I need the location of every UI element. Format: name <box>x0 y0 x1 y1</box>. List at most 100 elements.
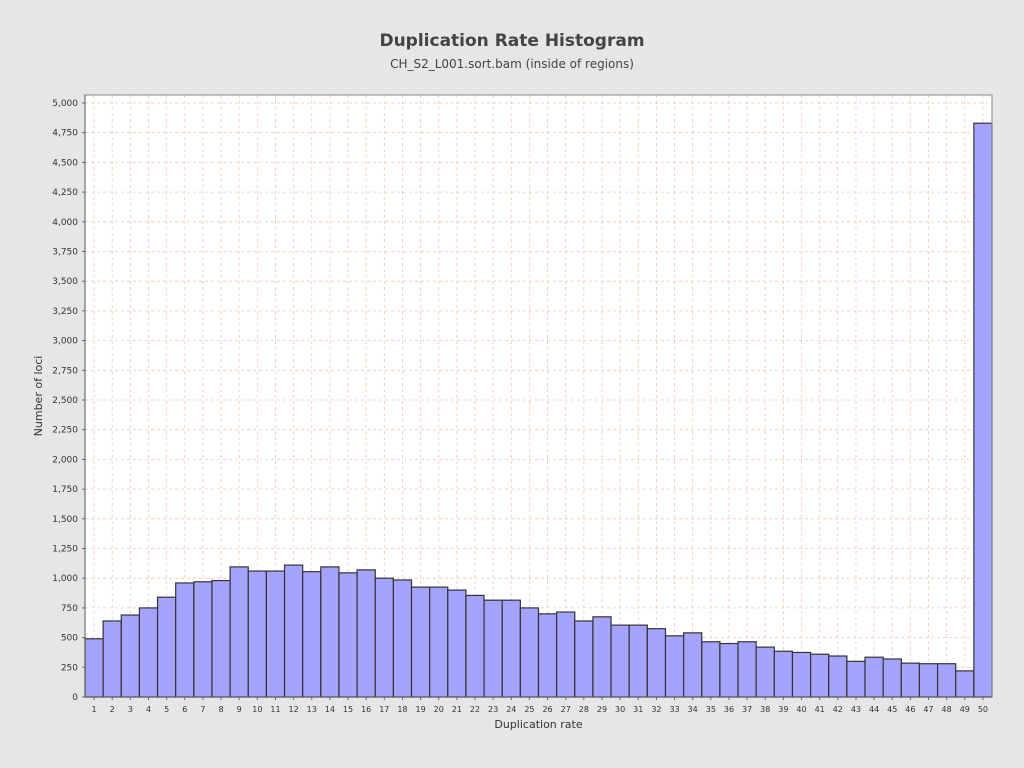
bar <box>900 662 921 698</box>
x-tick-label: 36 <box>724 705 734 714</box>
y-tick-label: 3,750 <box>52 248 78 258</box>
x-tick-label: 35 <box>706 705 716 714</box>
x-tick-label: 16 <box>361 705 371 714</box>
x-tick-label: 12 <box>289 705 299 714</box>
bar <box>429 586 449 698</box>
x-tick-label: 39 <box>778 705 788 714</box>
y-tick-label: 500 <box>61 634 78 644</box>
bar <box>537 613 558 698</box>
x-tick-label: 47 <box>923 705 933 714</box>
bar <box>374 577 394 698</box>
y-tick-label: 1,750 <box>52 485 78 495</box>
y-tick-label: 750 <box>61 604 78 614</box>
y-tick-label: 1,500 <box>52 515 78 525</box>
x-tick-label: 48 <box>942 705 952 714</box>
y-tick-label: 2,750 <box>52 366 78 376</box>
bar <box>973 122 993 698</box>
y-tick-label: 3,000 <box>52 337 78 347</box>
bar <box>501 599 521 698</box>
bar <box>265 570 286 698</box>
bar <box>683 632 703 698</box>
x-tick-label: 50 <box>978 705 988 714</box>
bar <box>955 670 975 698</box>
bar <box>809 653 830 698</box>
bar <box>356 569 376 698</box>
x-tick-label: 15 <box>343 705 353 714</box>
y-tick-label: 3,250 <box>52 307 78 317</box>
bar <box>592 616 612 698</box>
bar <box>302 571 322 698</box>
x-tick-label: 27 <box>561 705 571 714</box>
grid-lines <box>85 95 992 697</box>
y-tick-label: 4,500 <box>52 158 78 168</box>
x-tick-label: 9 <box>237 705 242 714</box>
bar <box>320 566 340 698</box>
bar <box>84 638 104 698</box>
x-tick-label: 7 <box>200 705 205 714</box>
x-tick-label: 21 <box>452 705 462 714</box>
bar <box>882 658 902 698</box>
axes <box>84 94 993 698</box>
x-tick-label: 10 <box>252 705 262 714</box>
x-tick-label: 32 <box>651 705 661 714</box>
bar <box>247 570 267 698</box>
x-tick-label: 40 <box>796 705 806 714</box>
x-tick-label: 5 <box>164 705 169 714</box>
x-tick-label: 18 <box>397 705 407 714</box>
bar <box>664 635 685 698</box>
x-tick-label: 20 <box>434 705 444 714</box>
y-tick-label: 5,000 <box>52 99 78 109</box>
y-tick-label: 1,000 <box>52 574 78 584</box>
x-tick-label: 45 <box>887 705 897 714</box>
y-tick-label: 2,250 <box>52 426 78 436</box>
bar <box>755 646 775 698</box>
bar <box>465 594 485 698</box>
x-axis-ticks: 1 2 3 4 5 6 7 8 9 10 11 12 13 14 15 16 17 18 19 20 21 22 23 24 2… <box>92 697 988 714</box>
x-tick-label: 49 <box>960 705 970 714</box>
x-tick-label: 23 <box>488 705 498 714</box>
y-tick-label: 2,000 <box>52 455 78 465</box>
bar <box>628 624 648 698</box>
bar <box>610 624 630 698</box>
bar <box>701 641 721 698</box>
bar <box>791 651 812 698</box>
x-tick-label: 42 <box>833 705 843 714</box>
bar <box>120 614 141 698</box>
bar <box>156 596 177 698</box>
bar <box>392 579 413 698</box>
x-tick-label: 3 <box>128 705 133 714</box>
x-tick-label: 37 <box>742 705 752 714</box>
x-tick-label: 44 <box>869 705 879 714</box>
chart-title: Duplication Rate Histogram <box>379 31 645 51</box>
bar <box>193 581 213 698</box>
bar <box>864 656 884 698</box>
x-tick-label: 29 <box>597 705 607 714</box>
x-tick-label: 17 <box>379 705 389 714</box>
x-tick-label: 33 <box>669 705 679 714</box>
bar <box>447 589 467 698</box>
y-axis-label: Number of loci <box>32 356 45 437</box>
x-tick-label: 14 <box>325 705 335 714</box>
x-tick-label: 25 <box>524 705 534 714</box>
x-tick-label: 8 <box>219 705 224 714</box>
bar <box>410 586 431 698</box>
bar <box>918 663 939 698</box>
bar <box>283 564 304 698</box>
bar <box>229 566 249 698</box>
bar <box>773 650 794 698</box>
x-tick-label: 24 <box>506 705 516 714</box>
chart-subtitle: CH_S2_L001.sort.bam (inside of regions) <box>390 57 634 71</box>
x-axis-label: Duplication rate <box>494 718 582 731</box>
y-axis-ticks: 0 250 500 750 1,000 1,250 1,500 1,750 2,000 2,250… <box>52 99 85 703</box>
bar <box>574 620 594 698</box>
bar <box>175 582 195 698</box>
bar <box>483 599 503 698</box>
bar <box>719 642 739 698</box>
bars <box>84 122 993 698</box>
x-tick-label: 41 <box>815 705 825 714</box>
x-tick-label: 4 <box>146 705 151 714</box>
y-tick-label: 250 <box>61 663 78 673</box>
x-tick-label: 11 <box>270 705 280 714</box>
y-tick-label: 2,500 <box>52 396 78 406</box>
